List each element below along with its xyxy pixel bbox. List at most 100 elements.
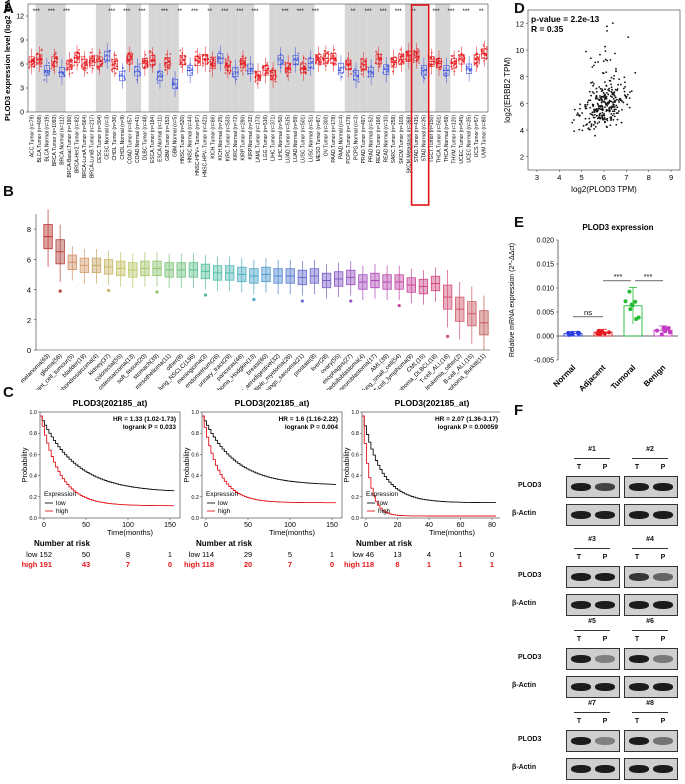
panel-d-point: [629, 91, 631, 94]
panel-d-point: [610, 112, 613, 115]
panel-d-point: [627, 36, 630, 39]
panel-a-point: [301, 61, 304, 64]
panel-e-ytick-label: -0.005: [534, 358, 554, 365]
panel-d-point: [590, 124, 593, 127]
panel-a-point: [421, 67, 424, 70]
panel-d-scatter: 3 4 5 6 7 8 9 2 4 6 8 10 12 log2(PLOD3 TPM) log2(ERBB2…: [503, 9, 681, 194]
panel-a-category-label: COAD.Tumor (n=457): [127, 115, 133, 164]
panel-d-point: [589, 120, 591, 123]
panel-e-point: [597, 330, 602, 335]
panel-a-point: [323, 50, 326, 53]
panel-f-band: [571, 765, 591, 773]
panel-d-point: [605, 25, 608, 28]
panel-a-point: [398, 63, 401, 66]
panel-d-point: [604, 101, 607, 104]
panel-d-point: [604, 106, 606, 109]
panel-d-point: [609, 95, 612, 98]
panel-d-point: [592, 123, 595, 126]
panel-c-risk-title: Number at risk: [34, 539, 91, 548]
panel-e-ytick-label: 0.010: [536, 286, 554, 293]
panel-f-band: [629, 601, 649, 609]
panel-a-category-label: READ.Tumor (n=166): [376, 115, 382, 164]
panel-d-ytick-label: 8: [520, 73, 524, 82]
panel-a-point: [356, 75, 359, 78]
panel-a-point: [399, 56, 402, 58]
panel-a-category-label: PRAD.Tumor (n=497): [361, 115, 367, 164]
panel-a-point: [333, 48, 336, 51]
panel-a-point: [54, 51, 57, 54]
panel-a-category-label: LUSC.Tumor (n=501): [301, 115, 307, 163]
panel-a-point: [38, 59, 40, 62]
panel-f-sample-underline: [574, 712, 610, 713]
panel-d-point: [593, 128, 596, 130]
panel-d-ytick-label: 12: [516, 19, 524, 28]
panel-d-point: [610, 76, 613, 79]
panel-d-ytick-label: 2: [520, 153, 524, 162]
panel-c-risk-low: 4: [427, 550, 431, 559]
panel-f-band: [629, 765, 649, 773]
panel-a-point: [80, 55, 83, 58]
panel-a-point: [205, 54, 208, 57]
panel-a-category-label: PCPG.Normal (n=3): [354, 115, 360, 160]
panel-d-point: [604, 45, 606, 48]
panel-a-category-label: GBM.Normal (n=5): [173, 115, 179, 157]
panel-a-point: [96, 54, 99, 57]
panel-f-actin-label: β-Actin: [512, 764, 537, 771]
panel-d-point: [586, 101, 589, 104]
panel-c-curve-low: [202, 415, 336, 485]
panel-c-legend-title: Expression: [44, 491, 77, 498]
panel-a-point: [345, 60, 348, 63]
panel-c-risk-high: 1: [427, 560, 431, 569]
panel-f-band: [571, 511, 591, 519]
panel-c-risk-high: 8: [395, 560, 399, 569]
panel-a-point: [114, 60, 117, 63]
panel-f-plod3-blot: [624, 648, 678, 670]
panel-a-point: [474, 61, 476, 64]
panel-a-significance-star: ***: [48, 9, 56, 15]
panel-a-point: [453, 70, 456, 73]
panel-a-point: [82, 68, 85, 71]
panel-f-band: [571, 601, 591, 609]
panel-f-band: [629, 511, 649, 519]
panel-a-category-label: KIRC.Tumor (n=533): [225, 115, 231, 162]
panel-e-point: [607, 330, 612, 335]
panel-c-ytick-label: 0.4: [191, 474, 199, 480]
panel-a-category-label: BLCA.Tumor (n=408): [37, 115, 43, 163]
panel-a-category-label: LAML.Tumor (n=173): [256, 115, 262, 163]
panel-a-point: [360, 73, 363, 76]
panel-a-category-label: THCA.Tumor (n=501): [436, 115, 442, 163]
panel-c-curve-low: [40, 415, 175, 492]
panel-c-ytick-label: 0.0: [351, 516, 359, 522]
panel-a-point: [407, 52, 409, 55]
panel-f-lane-t: T: [634, 464, 640, 471]
panel-e-point: [654, 328, 659, 333]
panel-a-point: [369, 73, 372, 76]
panel-a-point: [375, 50, 377, 53]
panel-a-point: [156, 82, 159, 84]
panel-a-point: [121, 73, 123, 76]
panel-a-point: [319, 63, 321, 66]
panel-a-point: [84, 66, 87, 69]
panel-d-point: [577, 113, 580, 116]
panel-d-point: [589, 128, 591, 131]
panel-f-actin-blot: [566, 504, 620, 526]
panel-c-ytick-label: 0.0: [29, 516, 37, 522]
panel-e-point: [659, 332, 664, 337]
panel-a-point: [326, 61, 329, 64]
panel-b-ytick-label: 4: [27, 286, 31, 295]
panel-c-logrank-text: logrank P = 0.00059: [438, 424, 499, 431]
panel-c-ytick-label: 0.8: [29, 431, 37, 437]
panel-a-category-label: DLBC.Tumor (n=48): [142, 115, 148, 160]
panel-f-band: [629, 737, 649, 745]
panel-c-risk-title: Number at risk: [196, 539, 253, 548]
panel-c-ytick-label: 0.0: [191, 516, 199, 522]
panel-d-point: [626, 103, 629, 106]
panel-a-point: [280, 62, 283, 65]
panel-a-category-label: KIRC.Normal (n=72): [233, 115, 239, 161]
panel-c-xtick-label: 60: [457, 522, 465, 529]
panel-c-risk-low: 1: [458, 550, 462, 559]
panel-d-ylabel: log2(ERBB2 TPM): [503, 57, 512, 123]
panel-f-band: [653, 655, 673, 663]
panel-f-protein-label: PLOD3: [518, 482, 542, 489]
panel-a-point: [482, 43, 485, 46]
